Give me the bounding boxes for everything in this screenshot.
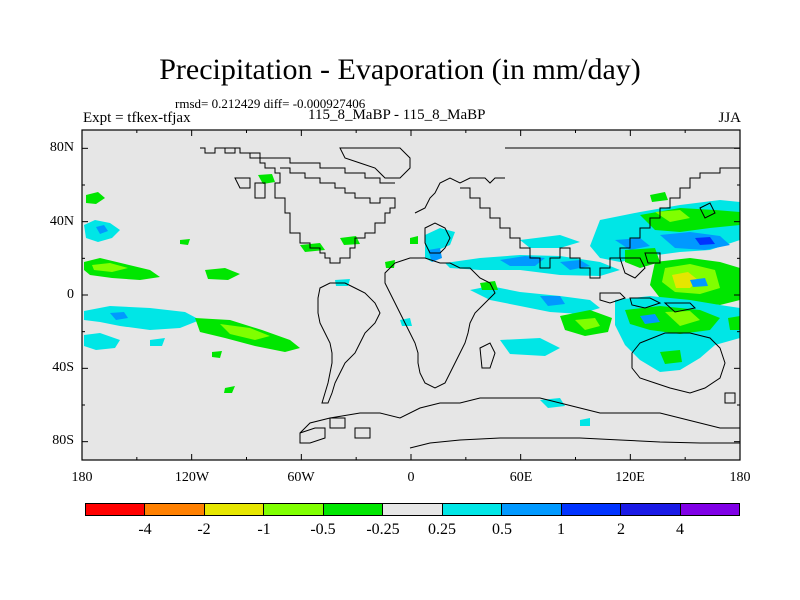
x-tick-label: 0	[407, 470, 415, 485]
colorbar-swatch	[383, 504, 443, 515]
x-tick-label: 60W	[287, 470, 315, 485]
colorbar-swatch	[323, 504, 384, 515]
colorbar-swatch	[561, 504, 622, 515]
stats-line: rmsd= 0.212429 diff= -0.000927406	[175, 96, 366, 111]
y-tick-label: 80S	[52, 433, 74, 448]
colorbar	[85, 503, 740, 516]
y-tick-label: 0	[67, 287, 74, 302]
colorbar-label: 2	[617, 521, 625, 538]
x-tick-label: 60E	[509, 470, 533, 485]
y-tick-label: 40S	[52, 360, 74, 375]
chart-title: Precipitation - Evaporation (in mm/day)	[159, 53, 641, 86]
run-label: 115_8_MaBP - 115_8_MaBP	[308, 107, 486, 123]
season-label: JJA	[718, 110, 741, 126]
colorbar-swatch	[442, 504, 503, 515]
x-tick-label: 120W	[174, 470, 210, 485]
map-area	[81, 129, 741, 461]
y-tick-label: 40N	[49, 214, 74, 229]
colorbar-label: 0.25	[428, 521, 456, 538]
colorbar-swatch	[145, 504, 205, 515]
experiment-label: Expt = tfkex-tfjax	[83, 110, 191, 126]
x-tick-label: 180	[71, 470, 93, 485]
colorbar-label: 4	[676, 521, 684, 538]
colorbar-swatch	[502, 504, 562, 515]
colorbar-label: -0.25	[366, 521, 400, 538]
colorbar-label: -0.5	[310, 521, 336, 538]
map-background	[82, 130, 740, 460]
colorbar-label: -2	[197, 521, 211, 538]
x-tick-label: 120E	[615, 470, 645, 485]
x-tick-label: 180	[729, 470, 751, 485]
field-contours	[84, 174, 740, 426]
colorbar-label: -4	[138, 521, 152, 538]
axis-ticks	[81, 130, 741, 460]
colorbar-swatch	[621, 504, 681, 515]
colorbar-label: 0.5	[492, 521, 512, 538]
colorbar-swatch	[204, 504, 265, 515]
colorbar-swatch	[86, 504, 146, 515]
colorbar-swatch	[680, 504, 739, 515]
y-tick-label: 80N	[49, 140, 74, 155]
colorbar-swatch	[264, 504, 324, 515]
colorbar-label: -1	[257, 521, 271, 538]
colorbar-label: 1	[557, 521, 565, 538]
coastlines	[200, 147, 741, 449]
